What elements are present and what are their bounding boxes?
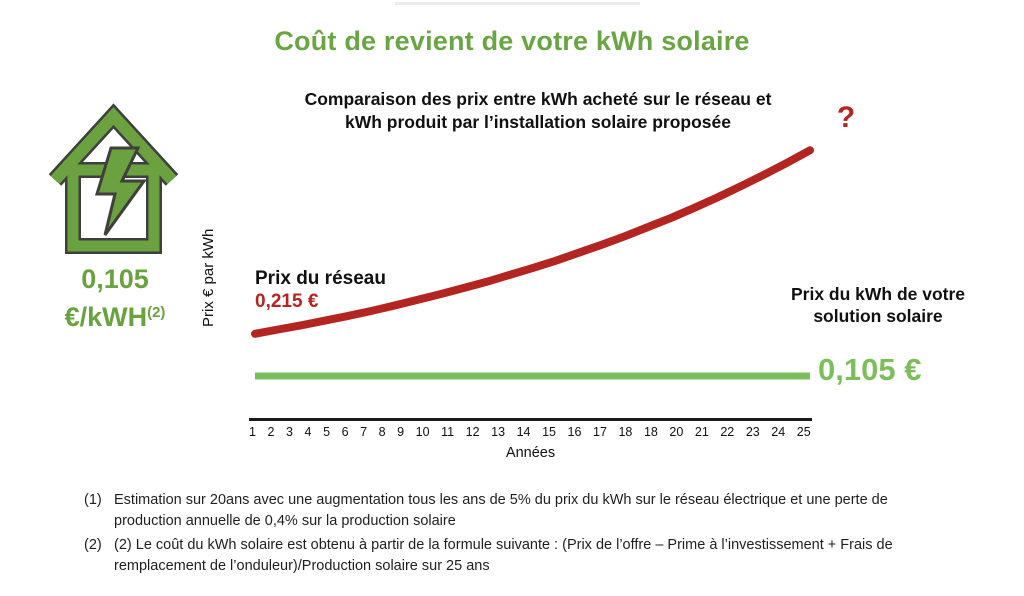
footnote-ref-2: (2): [147, 304, 166, 321]
x-tick-label: 11: [441, 425, 455, 439]
x-tick-label: 17: [593, 425, 607, 439]
footnote-2-text: (2) Le coût du kWh solaire est obtenu à …: [114, 537, 893, 574]
solar-solution-label-line1: Prix du kWh de votre: [790, 284, 966, 304]
x-tick-label: 18: [643, 425, 658, 439]
x-tick-label: 8: [378, 425, 386, 439]
solar-kwh-price-value: 0,105: [81, 264, 149, 294]
x-tick-label: 15: [542, 425, 556, 439]
page-title: Coût de revient de votre kWh solaire: [274, 26, 750, 56]
solar-solution-label-line2: solution solaire: [813, 306, 943, 326]
x-tick-label: 24: [771, 425, 786, 439]
y-axis-label: Prix € par kWh: [200, 228, 217, 328]
footnote-1: (1) Estimation sur 20ans avec une augmen…: [84, 490, 932, 532]
footnote-2: (2) (2) Le coût du kWh solaire est obten…: [84, 535, 932, 577]
chart-title-line1: Comparaison des prix entre kWh acheté su…: [304, 89, 772, 109]
chart-title-line2: kWh produit par l’installation solaire p…: [344, 112, 732, 132]
x-tick-label: 16: [567, 425, 582, 439]
x-tick-label: 22: [720, 425, 735, 439]
network-price-curve: [251, 146, 814, 338]
solar-solution-label: Prix du kWh de votre solution solaire: [750, 283, 1006, 327]
footnote-1-marker: (1): [84, 492, 102, 508]
x-tick-label: 2: [267, 425, 275, 439]
x-tick-label: 20: [669, 425, 684, 439]
solar-kwh-price-unit: €/kWH(2): [64, 302, 166, 332]
x-tick-label: 18: [618, 425, 633, 439]
x-tick-label: 13: [491, 425, 506, 439]
x-tick-label: 14: [516, 425, 531, 439]
x-tick-label: 12: [465, 425, 480, 439]
network-price-value: 0,215 €: [255, 291, 319, 312]
top-divider: [395, 2, 640, 5]
solar-price-value: 0,105 €: [818, 352, 922, 387]
network-price-label: Prix du réseau: [255, 268, 386, 289]
x-tick-label: 21: [694, 425, 709, 439]
question-mark-annotation: ?: [836, 101, 856, 134]
x-tick-label: 23: [745, 425, 760, 439]
x-tick-label: 1: [249, 425, 256, 439]
x-axis-line: [249, 418, 812, 421]
x-tick-label: 5: [323, 425, 331, 439]
x-tick-label: 6: [341, 425, 349, 439]
solar-kwh-price-badge: 0,105 €/kWH(2): [30, 262, 200, 334]
x-tick-label: 10: [415, 425, 430, 439]
x-tick-label: 7: [360, 425, 368, 439]
house-lightning-icon: [45, 98, 182, 255]
x-axis-title: Années: [505, 445, 556, 461]
x-tick-label: 3: [286, 425, 293, 439]
chart-title: Comparaison des prix entre kWh acheté su…: [128, 88, 948, 134]
footnote-2-marker: (2): [84, 537, 102, 553]
footnotes: (1) Estimation sur 20ans avec une augmen…: [84, 490, 932, 580]
x-tick-label: 9: [397, 425, 405, 439]
x-axis-ticks: 1 2 3 4 5 6 7 8 9 10 11 12 13 14 15 16 17 18 18 20 21 22 23 24 2…: [249, 425, 811, 439]
x-tick-label: 25: [796, 425, 811, 439]
x-tick-label: 4: [304, 425, 312, 439]
footnote-1-text: Estimation sur 20ans avec une augmentati…: [114, 492, 888, 529]
